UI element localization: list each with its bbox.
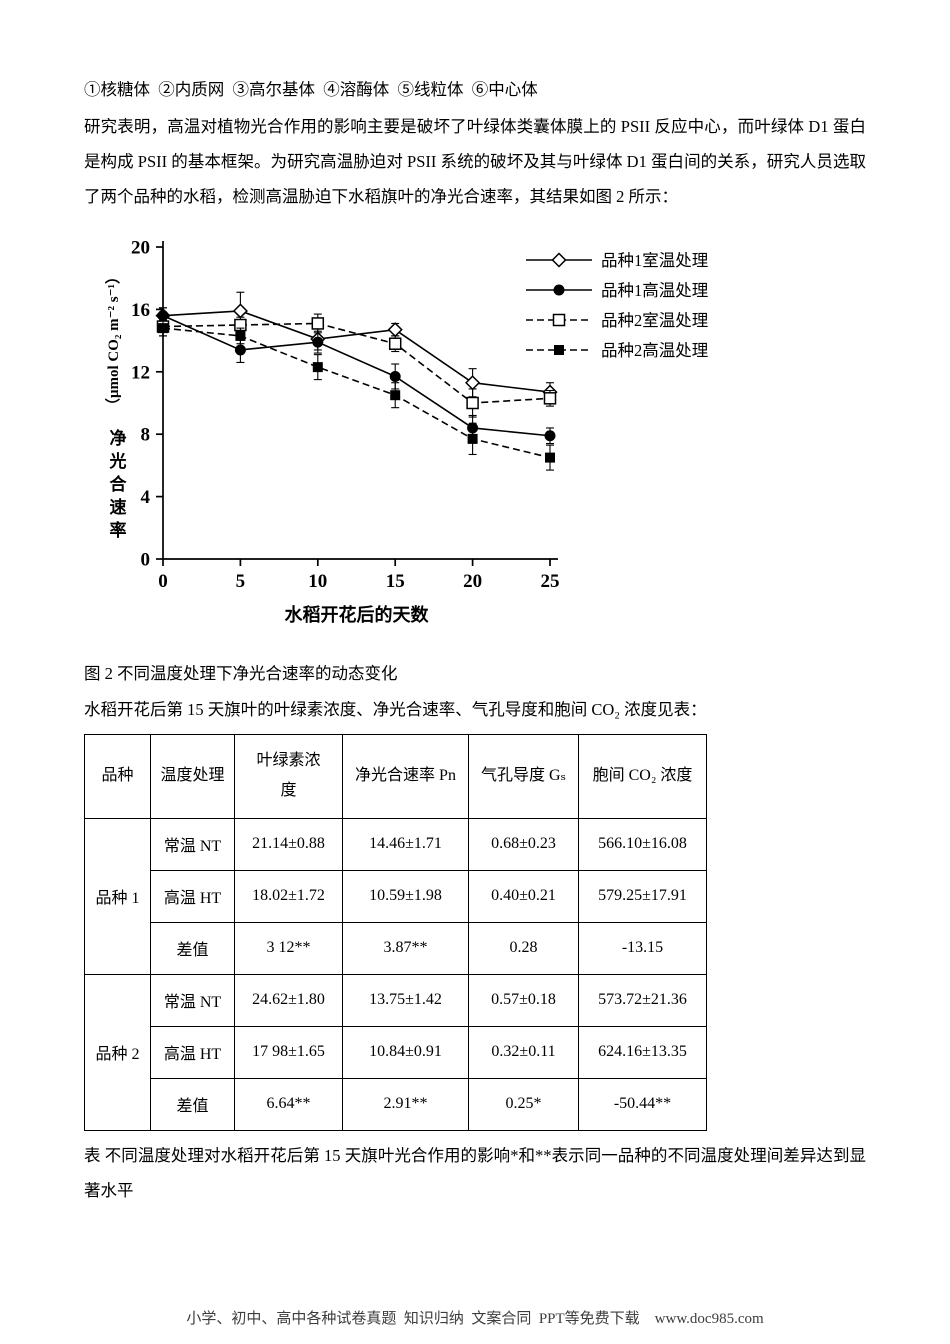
value-cell: -50.44** <box>578 1077 707 1131</box>
svg-text:16: 16 <box>131 300 150 321</box>
table-row: 高温 HT 18.02±1.72 10.59±1.98 0.40±0.21 57… <box>85 869 707 923</box>
table-row: 品种 1 常温 NT 21.14±0.88 14.46±1.71 0.68±0.… <box>84 817 707 975</box>
line-chart-svg: 0 4 8 12 16 20 0 5 10 15 20 25 水稻开花后的天数 （μmol CO₂ m⁻²… <box>104 237 708 625</box>
value-cell: 0.32±0.11 <box>468 1025 579 1079</box>
value-cell: 0.40±0.21 <box>468 869 579 923</box>
value-cell: 0.57±0.18 <box>468 973 579 1027</box>
svg-text:水稻开花后的天数: 水稻开花后的天数 <box>285 604 430 625</box>
table-caption: 表 不同温度处理对水稻开花后第 15 天旗叶光合作用的影响*和**表示同一品种的… <box>84 1145 866 1200</box>
svg-text:15: 15 <box>386 571 405 592</box>
svg-text:率: 率 <box>110 520 127 540</box>
value-cell: 566.10±16.08 <box>578 817 707 871</box>
value-cell: 21.14±0.88 <box>234 817 343 871</box>
variety-1-cell: 品种 1 <box>84 817 151 975</box>
svg-text:20: 20 <box>131 237 150 258</box>
value-cell: 573.72±21.36 <box>578 973 707 1027</box>
svg-text:0: 0 <box>158 571 168 592</box>
value-cell: 0.25* <box>468 1077 579 1131</box>
figure-caption: 图 2 不同温度处理下净光合速率的动态变化 <box>84 663 398 683</box>
value-cell: 10.84±0.91 <box>342 1025 469 1079</box>
table-row: 品种 2 常温 NT 24.62±1.80 13.75±1.42 0.57±0.… <box>84 973 707 1131</box>
svg-text:品种1高温处理: 品种1高温处理 <box>601 281 708 300</box>
value-cell: 0.68±0.23 <box>468 817 579 871</box>
svg-text:速: 速 <box>110 497 127 517</box>
treatment-cell: 高温 HT <box>150 1025 235 1079</box>
table-header-row: 品种 温度处理 叶绿素浓 度 净光合速率 Pn 气孔导度 Gₛ 胞间 CO₂ 浓… <box>84 733 707 819</box>
treatment-cell: 常温 NT <box>150 973 235 1027</box>
svg-text:20: 20 <box>463 571 482 592</box>
col-header-co2: 胞间 CO₂ 浓度 <box>578 733 707 819</box>
value-cell: 18.02±1.72 <box>234 869 343 923</box>
svg-text:净: 净 <box>110 428 127 448</box>
results-table: 品种 温度处理 叶绿素浓 度 净光合速率 Pn 气孔导度 Gₛ 胞间 CO₂ 浓… <box>84 733 707 1131</box>
value-cell: 579.25±17.91 <box>578 869 707 923</box>
svg-text:合: 合 <box>110 474 128 494</box>
value-cell: 624.16±13.35 <box>578 1025 707 1079</box>
table-row: 差值 3 12** 3.87** 0.28 -13.15 <box>85 921 707 975</box>
treatment-cell: 差值 <box>150 921 235 975</box>
document-page: ①核糖体 ②内质网 ③高尔基体 ④溶酶体 ⑤线粒体 ⑥中心体 研究表明，高温对植… <box>84 80 866 1200</box>
table-intro-text: 水稻开花后第 15 天旗叶的叶绿素浓度、净光合速率、气孔导度和胞间 CO₂ 浓度… <box>84 699 707 719</box>
value-cell: 2.91** <box>342 1077 469 1131</box>
treatment-cell: 常温 NT <box>150 817 235 871</box>
treatment-cell: 高温 HT <box>150 869 235 923</box>
svg-text:光: 光 <box>109 451 127 471</box>
value-cell: 3.87** <box>342 921 469 975</box>
col-header-chlorophyll: 叶绿素浓 度 <box>234 733 343 819</box>
svg-text:（μmol CO₂ m⁻² s⁻¹）: （μmol CO₂ m⁻² s⁻¹） <box>104 269 122 413</box>
value-cell: 10.59±1.98 <box>342 869 469 923</box>
svg-text:8: 8 <box>141 425 151 446</box>
col-header-variety: 品种 <box>84 733 151 819</box>
answer-options-line: ①核糖体 ②内质网 ③高尔基体 ④溶酶体 ⑤线粒体 ⑥中心体 <box>84 80 538 99</box>
variety-2-cell: 品种 2 <box>84 973 151 1131</box>
col-header-gs: 气孔导度 Gₛ <box>468 733 579 819</box>
value-cell: 3 12** <box>234 921 343 975</box>
svg-text:12: 12 <box>131 362 150 383</box>
svg-text:10: 10 <box>308 571 327 592</box>
value-cell: 24.62±1.80 <box>234 973 343 1027</box>
svg-text:0: 0 <box>141 549 151 570</box>
value-cell: 17 98±1.65 <box>234 1025 343 1079</box>
col-header-pn: 净光合速率 Pn <box>342 733 469 819</box>
value-cell: 0.28 <box>468 921 579 975</box>
treatment-cell: 差值 <box>150 1077 235 1131</box>
value-cell: 14.46±1.71 <box>342 817 469 871</box>
intro-paragraph: 研究表明，高温对植物光合作用的影响主要是破坏了叶绿体类囊体膜上的 PSII 反应… <box>84 117 866 206</box>
svg-text:品种2室温处理: 品种2室温处理 <box>601 311 708 330</box>
svg-text:5: 5 <box>236 571 246 592</box>
svg-text:25: 25 <box>541 571 560 592</box>
table-row: 差值 6.64** 2.91** 0.25* -50.44** <box>85 1077 707 1131</box>
footer-text: 小学、初中、高中各种试卷真题 知识归纳 文案合同 PPT等免费下载 www.do… <box>186 1311 764 1327</box>
figure-2-chart: 0 4 8 12 16 20 0 5 10 15 20 25 水稻开花后的天数 （μmol CO₂ m⁻²… <box>88 229 866 636</box>
svg-text:品种1室温处理: 品种1室温处理 <box>601 251 708 270</box>
svg-text:4: 4 <box>141 487 151 508</box>
col-header-treatment: 温度处理 <box>150 733 235 819</box>
value-cell: 6.64** <box>234 1077 343 1131</box>
value-cell: -13.15 <box>578 921 707 975</box>
table-row: 高温 HT 17 98±1.65 10.84±0.91 0.32±0.11 62… <box>85 1025 707 1079</box>
svg-text:品种2高温处理: 品种2高温处理 <box>601 341 708 360</box>
value-cell: 13.75±1.42 <box>342 973 469 1027</box>
